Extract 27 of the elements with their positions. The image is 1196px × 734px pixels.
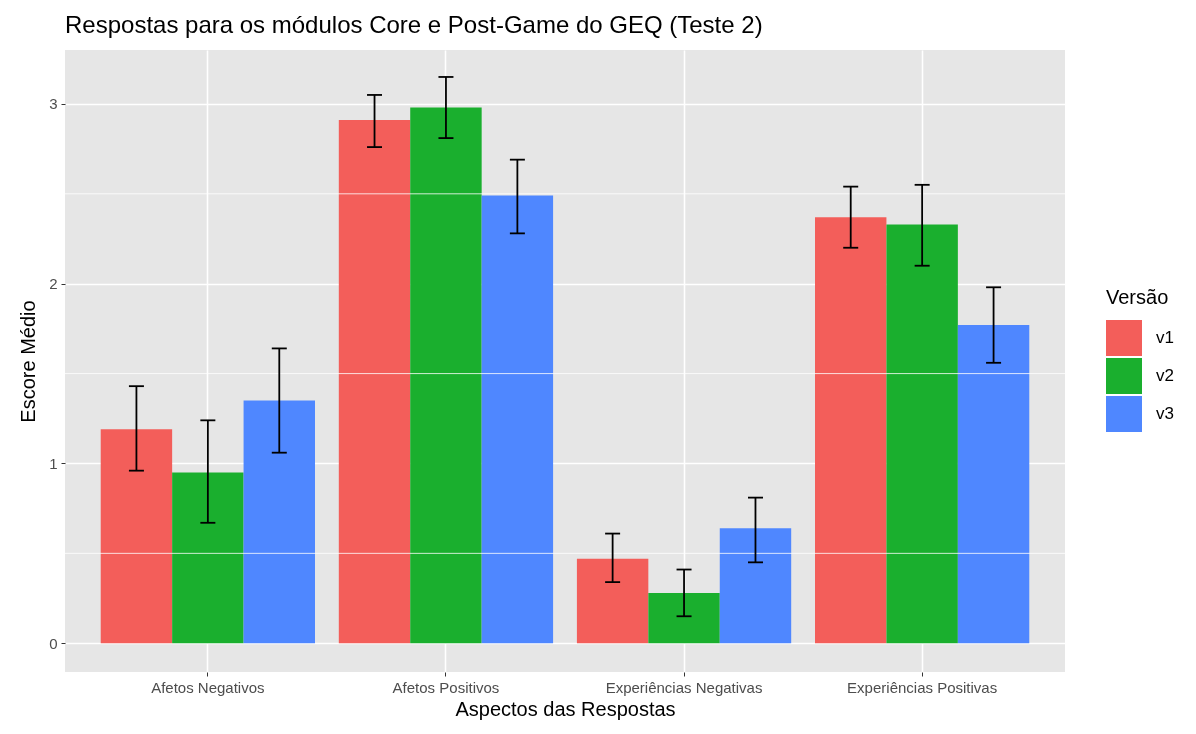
legend-label: v2 [1156,366,1174,385]
bar [338,120,411,644]
bar [576,558,649,644]
bar [172,472,244,644]
bar [815,217,887,644]
y-tick-label: 1 [49,454,58,472]
x-tick-label: Experiências Positivas [847,678,998,696]
x-tick-label: Afetos Negativos [151,678,265,696]
bar [243,400,315,644]
bar [719,528,792,644]
y-tick-label: 0 [49,634,58,652]
bar [957,325,1030,644]
bar [886,224,958,644]
bar [410,107,482,644]
x-tick-label: Experiências Negativas [605,678,763,696]
y-tick-label: 2 [49,275,58,293]
bar [481,195,554,644]
y-axis-title: Escore Médio [17,300,40,423]
x-tick-label: Afetos Positivos [392,678,500,696]
chart-title: Respostas para os módulos Core e Post-Game do GEQ (Teste 2) [65,11,763,38]
y-tick-label: 3 [49,95,58,113]
bar [648,592,720,644]
x-axis-title: Aspectos das Respostas [455,697,676,720]
legend-label: v3 [1156,404,1174,423]
legend-label: v1 [1156,328,1174,347]
legend-title: Versão [1106,286,1169,308]
bar [100,429,173,644]
